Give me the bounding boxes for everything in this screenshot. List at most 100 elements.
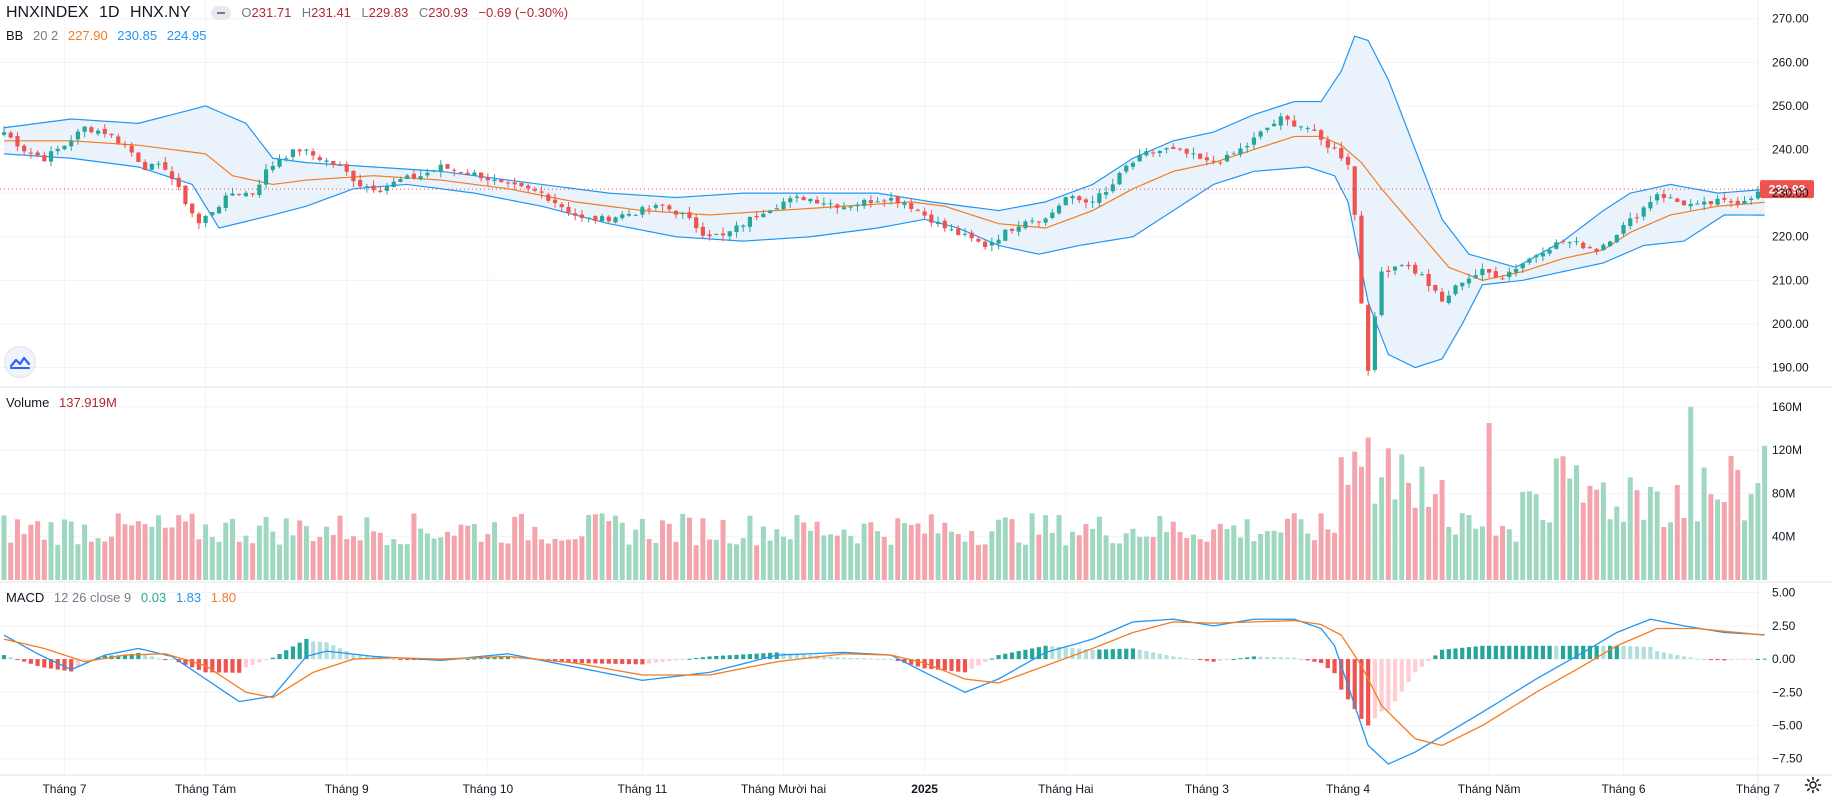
candle bbox=[28, 148, 33, 159]
candle-body bbox=[1426, 274, 1431, 287]
candle-body bbox=[364, 186, 369, 188]
macd-hist-bar bbox=[1634, 646, 1640, 660]
macd-hist-bar bbox=[458, 659, 464, 661]
macd-hist-bar bbox=[1292, 657, 1297, 660]
macd-hist-bar bbox=[1587, 645, 1593, 660]
volume-bar bbox=[357, 540, 363, 580]
volume-bar bbox=[1184, 538, 1190, 580]
time-tick-label: Tháng Năm bbox=[1458, 782, 1521, 796]
candle bbox=[358, 174, 363, 188]
eye-toggle-icon[interactable] bbox=[210, 5, 231, 20]
time-tick-label: Tháng 9 bbox=[325, 782, 369, 796]
candle bbox=[1177, 147, 1183, 152]
candle bbox=[700, 222, 705, 239]
macd-hist-bar bbox=[566, 659, 571, 663]
macd-hist-bar bbox=[1366, 659, 1371, 726]
time-tick-label: Tháng 7 bbox=[42, 782, 86, 796]
candle-body bbox=[438, 164, 443, 173]
macd-hist-bar bbox=[667, 659, 672, 662]
high-value: 231.41 bbox=[311, 5, 351, 20]
macd-hist-bar bbox=[1379, 659, 1384, 712]
volume-bar bbox=[949, 531, 955, 580]
macd-hist-bar bbox=[1097, 649, 1102, 660]
volume-bar bbox=[162, 527, 168, 580]
volume-bar bbox=[1029, 513, 1035, 580]
bb-legend[interactable]: BB 20 2 227.90 230.85 224.95 bbox=[6, 28, 212, 43]
macd-hist-bar bbox=[862, 658, 867, 660]
volume-bar bbox=[1621, 521, 1627, 580]
candle-body bbox=[700, 226, 705, 236]
volume-bar bbox=[364, 517, 370, 580]
candle bbox=[1621, 221, 1626, 237]
macd-hist-bar bbox=[808, 655, 813, 660]
interval-label[interactable]: 1D bbox=[99, 4, 120, 21]
macd-hist-bar bbox=[700, 657, 705, 660]
candle bbox=[398, 176, 403, 183]
price-tick-label: 200.00 bbox=[1772, 317, 1809, 331]
candle bbox=[1050, 209, 1055, 220]
volume-bar bbox=[1674, 485, 1680, 580]
macd-hist-bar bbox=[129, 653, 134, 660]
candle-body bbox=[902, 202, 907, 205]
candle-body bbox=[774, 208, 779, 210]
volume-bar bbox=[1278, 532, 1284, 580]
candle-body bbox=[257, 184, 262, 195]
volume-bar bbox=[485, 534, 491, 580]
macd-legend[interactable]: MACD 12 26 close 9 0.03 1.83 1.80 bbox=[6, 590, 242, 605]
volume-legend[interactable]: Volume 137.919M bbox=[6, 395, 123, 410]
candle-body bbox=[606, 216, 611, 222]
candle bbox=[203, 215, 208, 228]
volume-bar bbox=[895, 518, 901, 580]
macd-hist-bar bbox=[472, 658, 477, 660]
macd-hist-bar bbox=[1755, 658, 1761, 660]
volume-bar bbox=[740, 538, 746, 580]
macd-hist-bar bbox=[1554, 645, 1559, 660]
candle bbox=[1366, 304, 1371, 376]
candle bbox=[626, 209, 632, 217]
macd-hist-bar bbox=[196, 659, 201, 670]
candle bbox=[848, 205, 853, 212]
candle-body bbox=[1560, 240, 1566, 242]
volume-bar bbox=[700, 518, 706, 580]
candle-body bbox=[250, 193, 255, 195]
macd-hist-bar bbox=[848, 657, 853, 660]
candle-body bbox=[781, 201, 786, 210]
candle-body bbox=[371, 185, 376, 191]
volume-bar bbox=[754, 545, 760, 580]
candle bbox=[761, 209, 766, 218]
volume-bar bbox=[1063, 545, 1069, 580]
candle-body bbox=[1278, 116, 1283, 126]
candle-body bbox=[1648, 201, 1653, 209]
candle-body bbox=[707, 234, 712, 237]
candle bbox=[1036, 221, 1041, 228]
macd-hist-bar bbox=[1305, 659, 1310, 661]
candle-body bbox=[1594, 248, 1599, 252]
macd-hist-bar bbox=[1742, 659, 1747, 661]
candle-body bbox=[156, 163, 161, 165]
volume-bar bbox=[1385, 448, 1391, 580]
macd-hist-bar bbox=[586, 659, 591, 664]
candle bbox=[223, 192, 228, 212]
volume-bar bbox=[727, 543, 733, 580]
symbol-name[interactable]: HNXINDEX bbox=[6, 4, 89, 21]
candle-body bbox=[143, 162, 148, 171]
volume-bar bbox=[794, 515, 800, 580]
candle-body bbox=[1507, 271, 1512, 278]
candle-body bbox=[1628, 218, 1633, 227]
volume-bar bbox=[861, 523, 867, 580]
gear-icon[interactable] bbox=[1804, 776, 1822, 794]
macd-hist-bar bbox=[62, 659, 67, 671]
candle bbox=[660, 203, 665, 212]
volume-bar bbox=[572, 539, 578, 580]
candle bbox=[1063, 196, 1068, 206]
macd-hist-bar bbox=[1218, 659, 1223, 661]
high-label: H bbox=[301, 5, 312, 20]
candle bbox=[15, 132, 20, 152]
macd-hist-bar bbox=[1184, 658, 1189, 660]
candle bbox=[1614, 234, 1619, 244]
candle-body bbox=[1110, 184, 1115, 192]
candle bbox=[1258, 130, 1263, 140]
tradingview-logo-icon[interactable] bbox=[4, 346, 36, 378]
